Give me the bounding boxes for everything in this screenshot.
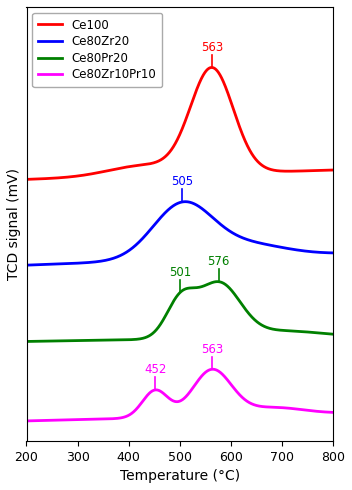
Ce100 xyxy=(186,112,190,118)
Line: Ce100: Ce100 xyxy=(26,68,333,179)
Ce100 xyxy=(24,176,29,182)
Ce80Zr10Pr10 xyxy=(157,388,162,393)
Ce80Zr20 xyxy=(186,199,190,205)
Ce100 xyxy=(128,164,132,170)
Ce80Zr10Pr10 xyxy=(128,412,132,417)
Ce80Zr10Pr10 xyxy=(65,417,69,423)
Ce100 xyxy=(192,94,196,100)
Ce80Zr10Pr10 xyxy=(210,367,215,372)
Ce80Zr20 xyxy=(192,201,196,207)
Ce80Zr20 xyxy=(65,261,69,267)
Ce80Pr20 xyxy=(331,331,335,337)
Ce80Pr20 xyxy=(215,279,220,285)
Ce100 xyxy=(331,167,335,173)
Ce80Zr20 xyxy=(157,216,162,222)
Ce80Zr20 xyxy=(331,250,335,256)
Line: Ce80Zr20: Ce80Zr20 xyxy=(26,202,333,265)
Ce80Pr20 xyxy=(24,339,29,344)
Ce80Zr10Pr10 xyxy=(192,383,196,389)
Line: Ce80Pr20: Ce80Pr20 xyxy=(26,282,333,342)
Ce80Pr20 xyxy=(128,337,132,343)
Ce80Zr20 xyxy=(24,262,29,268)
Ce80Pr20 xyxy=(76,338,80,343)
Ce80Zr10Pr10 xyxy=(24,418,29,424)
Ce100 xyxy=(157,158,162,164)
Ce100 xyxy=(76,173,80,179)
Ce80Pr20 xyxy=(192,285,196,291)
Text: 501: 501 xyxy=(169,266,191,279)
Text: 563: 563 xyxy=(201,343,223,356)
Ce80Pr20 xyxy=(65,338,69,344)
X-axis label: Temperature (°C): Temperature (°C) xyxy=(120,469,240,483)
Text: 505: 505 xyxy=(171,175,193,188)
Text: 576: 576 xyxy=(207,255,230,268)
Ce80Zr20 xyxy=(128,247,132,253)
Ce80Zr20 xyxy=(76,260,80,266)
Ce100 xyxy=(65,174,69,180)
Line: Ce80Zr10Pr10: Ce80Zr10Pr10 xyxy=(26,369,333,421)
Ce100 xyxy=(209,65,214,71)
Ce80Zr20 xyxy=(183,199,187,205)
Ce80Pr20 xyxy=(157,323,162,329)
Text: 452: 452 xyxy=(144,363,166,376)
Text: 563: 563 xyxy=(201,41,223,54)
Ce80Pr20 xyxy=(186,285,190,291)
Ce80Zr10Pr10 xyxy=(76,416,80,422)
Ce80Zr10Pr10 xyxy=(186,392,190,398)
Legend: Ce100, Ce80Zr20, Ce80Pr20, Ce80Zr10Pr10: Ce100, Ce80Zr20, Ce80Pr20, Ce80Zr10Pr10 xyxy=(32,13,162,87)
Ce80Zr10Pr10 xyxy=(331,410,335,416)
Y-axis label: TCD signal (mV): TCD signal (mV) xyxy=(7,168,21,280)
